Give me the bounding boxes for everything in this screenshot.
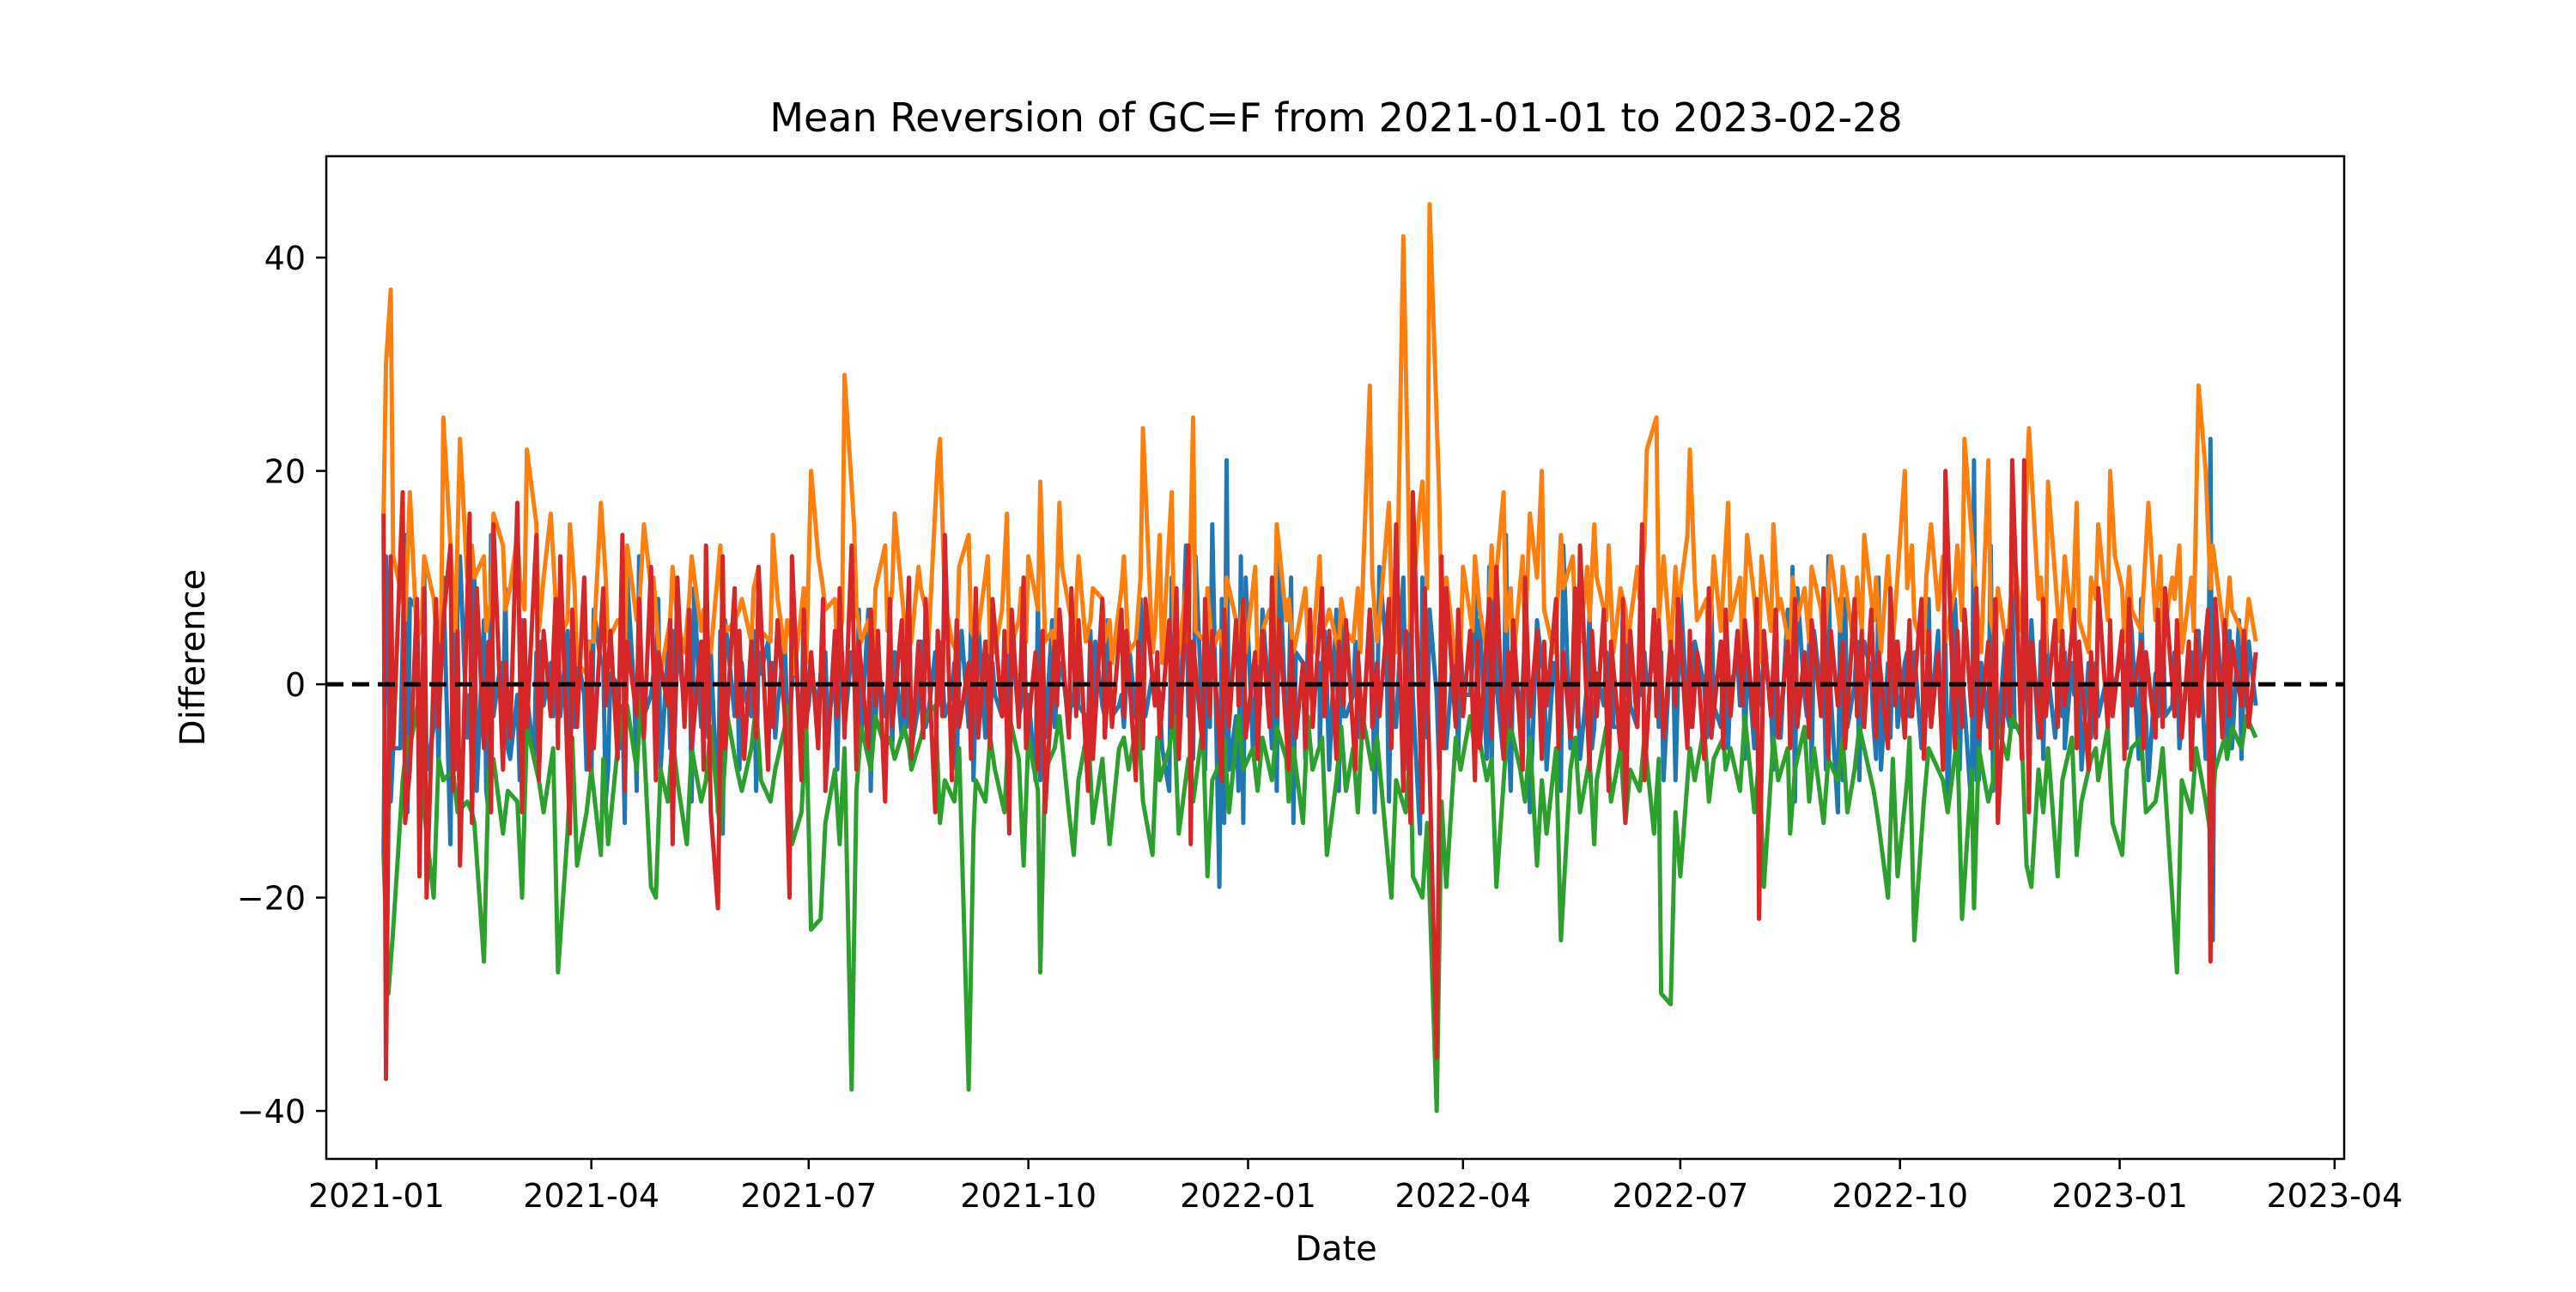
- series-line-4: [381, 458, 2258, 1082]
- x-tick-label: 2023-01: [2051, 1177, 2188, 1215]
- plot-area: [326, 202, 2344, 1113]
- x-tick-label: 2022-01: [1180, 1177, 1316, 1215]
- x-tick-label: 2021-07: [740, 1177, 877, 1215]
- y-tick-label: 20: [264, 453, 306, 491]
- chart-title: Mean Reversion of GC=F from 2021-01-01 t…: [769, 94, 1902, 141]
- y-tick-label: −40: [237, 1093, 306, 1131]
- x-tick-label: 2022-10: [1832, 1177, 1968, 1215]
- x-tick-label: 2022-07: [1612, 1177, 1748, 1215]
- x-axis: 2021-01 2021-04 2021-07 2021-10 2022-01 2022-…: [308, 1159, 2403, 1215]
- y-axis-label: Difference: [173, 569, 213, 746]
- x-axis-label: Date: [1295, 1229, 1377, 1269]
- series-group: [326, 202, 2344, 1113]
- x-tick-label: 2021-10: [960, 1177, 1097, 1215]
- x-tick-label: 2021-04: [523, 1177, 659, 1215]
- y-axis: −40 −20 0 20 40: [237, 240, 326, 1131]
- y-tick-label: 40: [264, 240, 306, 277]
- y-tick-label: 0: [285, 666, 306, 704]
- x-tick-label: 2021-01: [308, 1177, 445, 1215]
- x-tick-label: 2022-04: [1394, 1177, 1531, 1215]
- series-line-3: [381, 693, 2258, 1113]
- plot-frame: [325, 155, 2346, 1161]
- x-tick-label: 2023-04: [2266, 1177, 2403, 1215]
- y-tick-label: −20: [237, 880, 306, 918]
